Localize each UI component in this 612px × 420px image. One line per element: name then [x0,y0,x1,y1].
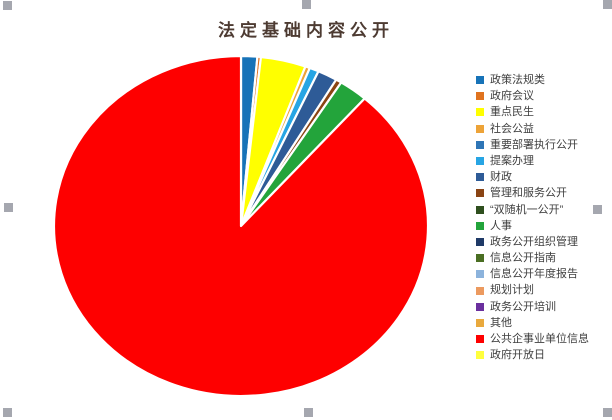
legend-item-14[interactable]: 政务公开培训 [476,299,610,315]
legend-label: 公共企事业单位信息 [490,333,589,345]
legend-label: 政府会议 [490,90,534,103]
legend-label: “双随机一公开” [490,203,564,216]
selection-handle-bottom-center[interactable] [304,408,313,417]
legend-item-7[interactable]: 管理和服务公开 [476,185,610,201]
legend-item-13[interactable]: 规划计划 [476,282,610,298]
legend-label: 政务公开组织管理 [490,235,578,248]
legend-label: 提案办理 [490,154,534,167]
legend-item-8[interactable]: “双随机一公开” [476,202,610,218]
legend-swatch [476,221,484,230]
selection-handle-top-left[interactable] [3,1,12,10]
legend-item-2[interactable]: 重点民生 [476,104,610,120]
selection-handle-left-middle[interactable] [4,203,13,212]
selection-handle-bottom-right[interactable] [603,408,612,417]
legend-swatch [476,270,484,279]
legend-swatch [476,237,484,246]
legend-item-5[interactable]: 提案办理 [476,153,610,169]
selection-handle-right-middle[interactable] [593,205,602,214]
legend-label: 社会公益 [490,122,534,135]
legend-swatch [476,124,484,133]
pie-slice-16[interactable] [52,54,430,398]
legend-item-6[interactable]: 财政 [476,169,610,185]
legend-swatch [476,286,484,295]
legend-swatch [476,108,484,117]
legend-item-9[interactable]: 人事 [476,218,610,234]
legend-item-15[interactable]: 其他 [476,315,610,331]
legend-swatch [476,189,484,198]
legend-label: 重点民生 [490,106,534,119]
legend-swatch [476,318,484,327]
legend-item-17[interactable]: 政府开放日 [476,347,610,363]
selection-handle-bottom-left[interactable] [3,408,12,417]
legend-label: 规划计划 [490,284,534,297]
legend-swatch [476,205,484,214]
legend-label: 信息公开指南 [490,252,556,265]
selection-handle-top-right[interactable] [603,0,612,9]
legend-swatch [476,157,484,166]
chart-title: 法定基础内容公开 [218,21,394,41]
legend-label: 信息公开年度报告 [490,268,578,281]
legend-swatch [476,92,484,101]
legend-swatch [476,254,484,263]
selection-handle-top-center[interactable] [302,0,311,9]
legend-item-3[interactable]: 社会公益 [476,121,610,137]
legend-label: 政务公开培训 [490,300,556,313]
legend-label: 政府开放日 [490,349,545,362]
legend-label: 人事 [490,219,512,232]
legend-item-1[interactable]: 政府会议 [476,88,610,104]
legend-label: 政策法规类 [490,74,545,86]
legend-swatch [476,302,484,311]
legend-label: 财政 [490,171,512,184]
legend-item-0[interactable]: 政策法规类 [476,72,610,88]
legend-item-4[interactable]: 重要部署执行公开 [476,137,610,153]
legend-item-11[interactable]: 信息公开指南 [476,250,610,266]
legend-swatch [476,173,484,182]
legend-swatch [476,76,484,85]
legend-label: 管理和服务公开 [490,187,567,200]
chart-legend: 政策法规类政府会议重点民生社会公益重要部署执行公开 提案办理财政管理和服务公开 “双… [476,72,610,363]
legend-swatch [476,335,484,344]
legend-item-12[interactable]: 信息公开年度报告 [476,266,610,282]
legend-label: 重要部署执行公开 [490,138,578,151]
legend-item-16[interactable]: 公共企事业单位信息 [476,331,610,347]
legend-label: 其他 [490,316,512,329]
legend-item-10[interactable]: 政务公开组织管理 [476,234,610,250]
legend-swatch [476,351,484,360]
legend-swatch [476,140,484,149]
